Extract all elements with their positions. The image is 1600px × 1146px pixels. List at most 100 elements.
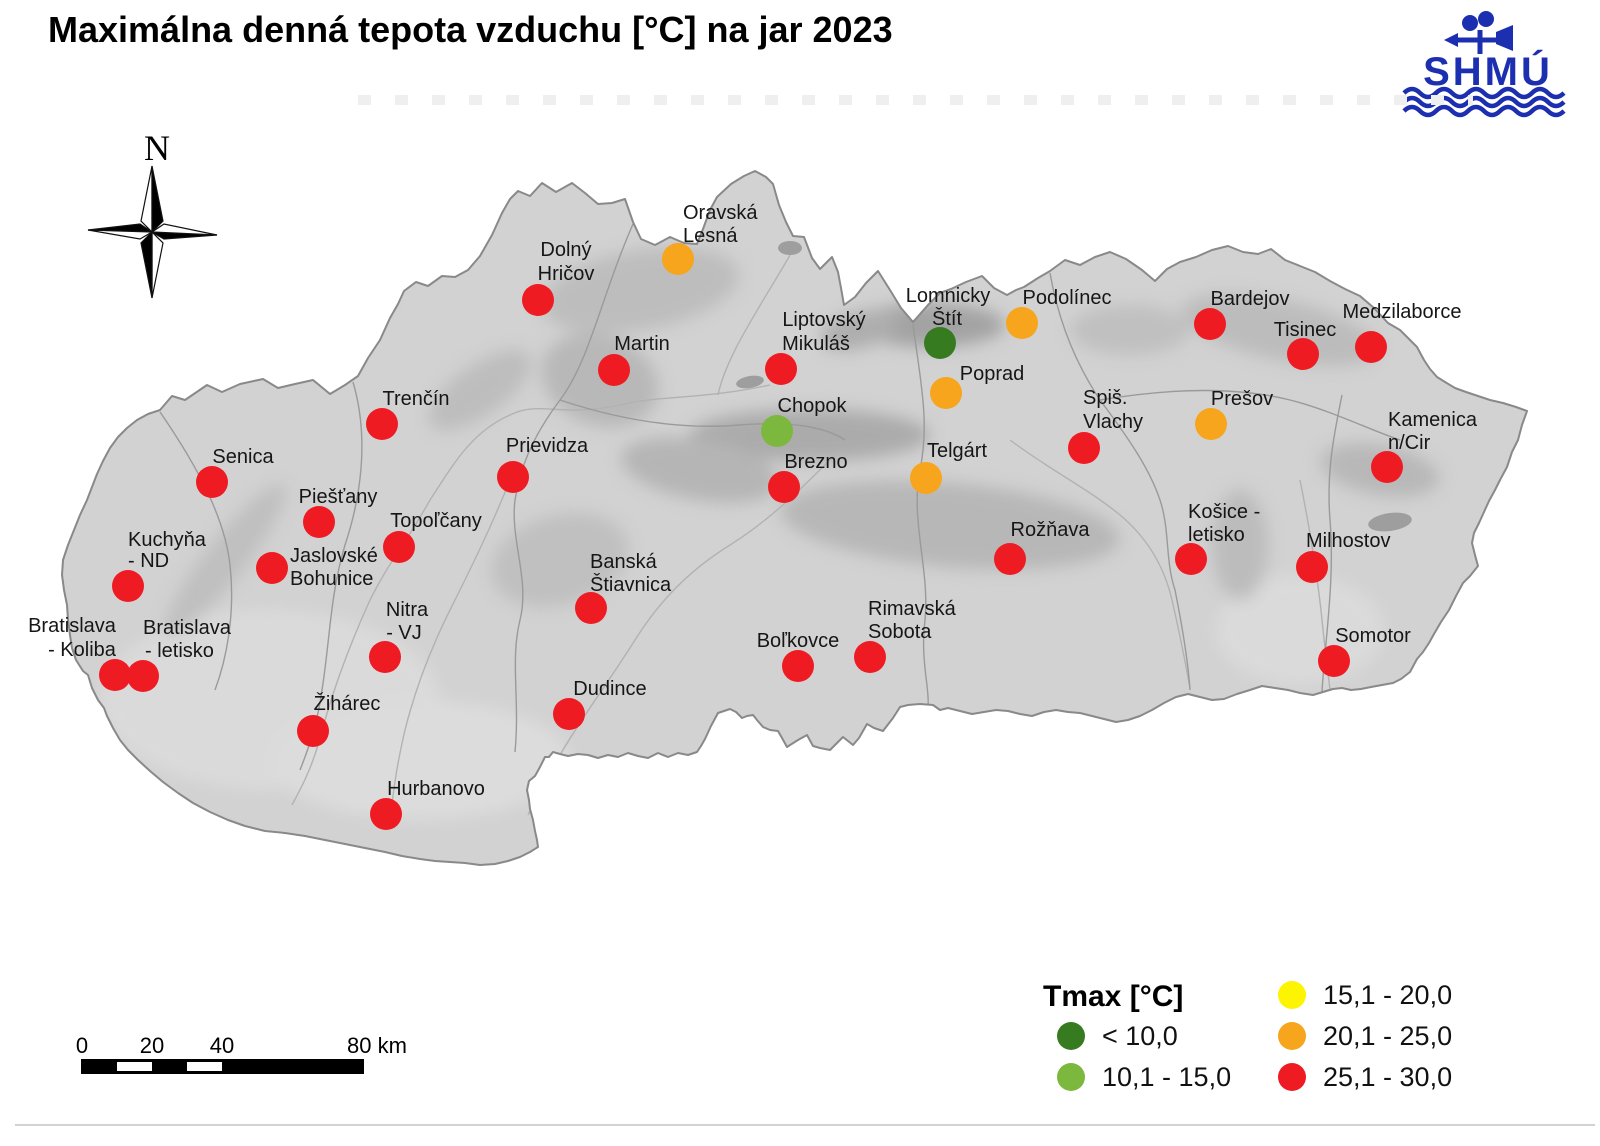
station-dot xyxy=(994,543,1026,575)
legend-item: 25,1 - 30,0 xyxy=(1278,1057,1452,1097)
station-label: Spiš. xyxy=(1083,387,1127,409)
station-label: letisko xyxy=(1188,524,1245,546)
station-dot xyxy=(497,461,529,493)
station-label: Štít xyxy=(932,307,962,330)
station: Dudince xyxy=(553,678,647,730)
scale-end-label: 80 km xyxy=(347,1033,407,1058)
station-label: Košice - xyxy=(1188,501,1260,523)
legend-dot-icon xyxy=(1057,1022,1085,1050)
station-label: Vlachy xyxy=(1083,411,1143,433)
station-label: Martin xyxy=(614,333,670,355)
station-dot xyxy=(99,659,131,691)
station: Hurbanovo xyxy=(370,778,485,830)
station-dot xyxy=(761,415,793,447)
station-dot xyxy=(924,327,956,359)
station-label: Sobota xyxy=(868,621,932,643)
station-label: Oravská xyxy=(683,202,758,224)
station-dot xyxy=(930,377,962,409)
station-dot xyxy=(303,506,335,538)
station: Tisinec xyxy=(1274,319,1337,370)
station-dot xyxy=(1318,645,1350,677)
station-dot xyxy=(1195,408,1227,440)
station-label: - ND xyxy=(128,550,169,572)
wind-vane-icon xyxy=(1444,11,1513,54)
bottom-divider xyxy=(15,1124,1595,1126)
logo-text: SHMÚ xyxy=(1423,48,1553,94)
legend-item: < 10,0 xyxy=(1057,1016,1178,1056)
station-dot xyxy=(366,408,398,440)
legend-dot-icon xyxy=(1278,1063,1306,1091)
station-label: Topoľčany xyxy=(390,510,481,532)
station-label: Žihárec xyxy=(314,692,381,715)
shmu-logo: SHMÚ xyxy=(1402,11,1566,118)
station-label: Boľkovce xyxy=(757,630,840,652)
station-label: Hričov xyxy=(538,263,595,285)
legend-item: 15,1 - 20,0 xyxy=(1278,975,1452,1015)
legend-label: 15,1 - 20,0 xyxy=(1323,979,1453,1010)
station-dot xyxy=(127,660,159,692)
station-dot xyxy=(522,284,554,316)
station: Košice -letisko xyxy=(1175,501,1260,575)
lakes xyxy=(736,241,1412,532)
station-label: Milhostov xyxy=(1306,530,1390,552)
station: Kuchyňa- ND xyxy=(112,529,207,602)
station-dot xyxy=(553,698,585,730)
station-label: Senica xyxy=(212,446,274,468)
station: Chopok xyxy=(761,395,847,447)
station: Martin xyxy=(598,333,670,386)
station: Brezno xyxy=(768,451,848,503)
station-label: Bohunice xyxy=(290,568,373,590)
station-dot xyxy=(256,552,288,584)
station-label: Brezno xyxy=(784,451,847,473)
station: Prešov xyxy=(1195,388,1273,440)
station-dot xyxy=(854,641,886,673)
station-dot xyxy=(112,570,144,602)
station: Bratislava- letisko xyxy=(127,617,232,692)
station: Topoľčany xyxy=(383,510,482,563)
station-label: Hurbanovo xyxy=(387,778,485,800)
station: Telgárt xyxy=(910,440,987,494)
scale-bar: 0 20 40 80 km xyxy=(76,1033,407,1074)
legend-dot-icon xyxy=(1278,981,1306,1009)
station-label: Telgárt xyxy=(927,440,987,462)
station-label: - letisko xyxy=(145,640,214,662)
station-label: Nitra xyxy=(386,599,429,621)
station: Boľkovce xyxy=(757,630,840,682)
station-label: Bardejov xyxy=(1211,288,1290,310)
station-label: Dolný xyxy=(540,239,591,261)
legend-dot-icon xyxy=(1278,1022,1306,1050)
station-label: Liptovský xyxy=(782,309,865,331)
legend-item: 10,1 - 15,0 xyxy=(1057,1057,1231,1097)
country-outline xyxy=(61,170,1528,866)
station-dot xyxy=(370,798,402,830)
station-label: - VJ xyxy=(386,622,422,644)
station-label: Banská xyxy=(590,551,658,573)
station-label: Rimavská xyxy=(868,598,957,620)
scale-tick-40: 40 xyxy=(210,1033,234,1058)
station-dot xyxy=(1175,543,1207,575)
station-dot xyxy=(765,353,797,385)
station-label: n/Cir xyxy=(1388,432,1431,454)
station-dot xyxy=(196,466,228,498)
legend-label: 25,1 - 30,0 xyxy=(1323,1061,1453,1092)
legend-label: 10,1 - 15,0 xyxy=(1102,1061,1232,1092)
station: Spiš.Vlachy xyxy=(1068,387,1143,464)
station-label: Somotor xyxy=(1335,625,1411,647)
station-dot xyxy=(297,715,329,747)
station-label: Kamenica xyxy=(1388,409,1478,431)
page-title: Maximálna denná tepota vzduchu [°C] na j… xyxy=(48,9,893,50)
station: Piešťany xyxy=(299,486,377,538)
scale-tick-20: 20 xyxy=(140,1033,164,1058)
station-label: Lomnicky xyxy=(906,285,990,307)
station: Somotor xyxy=(1318,625,1411,677)
station-dot xyxy=(1296,551,1328,583)
station-label: Prievidza xyxy=(506,435,589,457)
station: Medzilaborce xyxy=(1343,301,1461,363)
station-label: Tisinec xyxy=(1274,319,1337,341)
